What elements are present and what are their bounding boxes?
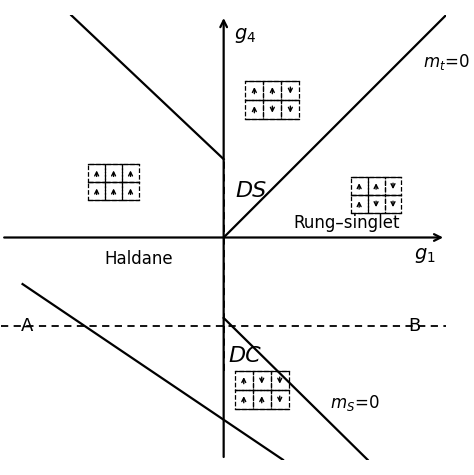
Bar bbox=[253, 371, 271, 390]
Bar bbox=[271, 371, 289, 390]
Bar bbox=[282, 81, 300, 100]
Text: $g_4$: $g_4$ bbox=[234, 26, 256, 45]
Text: DS: DS bbox=[236, 181, 267, 201]
Bar bbox=[384, 195, 401, 213]
Text: A: A bbox=[20, 317, 33, 335]
Text: Rung–singlet: Rung–singlet bbox=[293, 214, 400, 232]
Bar bbox=[105, 164, 122, 182]
Bar bbox=[282, 100, 300, 119]
Bar bbox=[271, 390, 289, 409]
Bar bbox=[368, 195, 384, 213]
Bar bbox=[246, 100, 264, 119]
Bar bbox=[105, 182, 122, 200]
Text: $g_1$: $g_1$ bbox=[414, 246, 435, 265]
Bar bbox=[351, 177, 368, 195]
Bar bbox=[368, 177, 384, 195]
Text: $m_t$=0: $m_t$=0 bbox=[423, 52, 469, 72]
Bar bbox=[264, 81, 282, 100]
Text: DC: DC bbox=[228, 346, 261, 366]
Text: Haldane: Haldane bbox=[105, 250, 173, 268]
Bar bbox=[88, 164, 105, 182]
Bar bbox=[235, 390, 253, 409]
Text: $m_S$=0: $m_S$=0 bbox=[329, 393, 379, 413]
Text: B: B bbox=[408, 317, 420, 335]
Bar bbox=[384, 177, 401, 195]
Bar bbox=[246, 81, 264, 100]
Bar bbox=[235, 371, 253, 390]
Bar bbox=[122, 164, 139, 182]
Bar bbox=[264, 100, 282, 119]
Bar bbox=[122, 182, 139, 200]
Bar bbox=[88, 182, 105, 200]
Bar bbox=[351, 195, 368, 213]
Bar bbox=[253, 390, 271, 409]
